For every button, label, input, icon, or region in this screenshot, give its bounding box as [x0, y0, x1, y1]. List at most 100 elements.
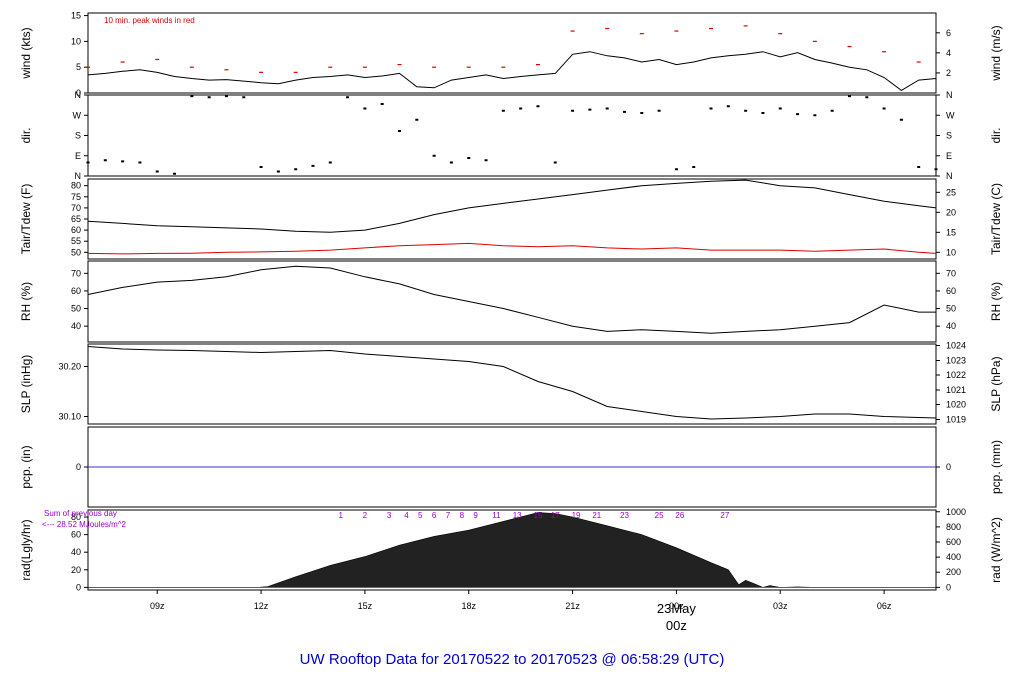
dir-point [415, 118, 419, 121]
temp-ytick-label-right: 10 [946, 247, 956, 257]
rh-ytick-label-left: 40 [71, 321, 81, 331]
rad-hour-label: 2 [363, 511, 368, 520]
rad-hour-label: 4 [404, 511, 409, 520]
dir-point [536, 105, 540, 108]
dir-ylabel-left: dir. [19, 127, 33, 143]
rad-hour-label: 7 [446, 511, 451, 520]
rad-hour-label: 13 [513, 511, 522, 520]
dir-point [398, 130, 402, 132]
dir-point [726, 105, 730, 108]
temp-frame [87, 178, 937, 260]
dir-ytick-label-right: N [946, 171, 953, 181]
slp-series-line-0 [87, 346, 937, 420]
dir-point [173, 172, 177, 175]
slp-ytick-label-left: 30.10 [58, 412, 81, 422]
pcp-ylabel-left: pcp. (in) [19, 445, 33, 488]
rh-ytick-label-right: 40 [946, 321, 956, 331]
rad-hour-label: 25 [655, 511, 664, 520]
dir-point [190, 95, 194, 98]
rad-hour-label: 5 [418, 511, 423, 520]
dir-point [744, 109, 748, 112]
dir-ytick-label-right: N [946, 90, 953, 100]
rad-hour-label: 11 [492, 511, 501, 520]
rad-hour-label: 26 [675, 511, 684, 520]
dir-ytick-label-left: E [75, 151, 81, 161]
x-tick-label: 09z [150, 601, 165, 611]
temp-ytick-label-left: 65 [71, 214, 81, 224]
dir-panel [84, 94, 940, 177]
wind-ytick-label-left: 15 [71, 11, 81, 21]
dir-point [571, 109, 575, 112]
rad-hour-label: 27 [720, 511, 729, 520]
dir-point [813, 114, 817, 117]
dir-point [899, 118, 903, 121]
pcp-panel [84, 426, 940, 508]
rad-ytick-label-right: 0 [946, 582, 951, 592]
dir-point [155, 170, 159, 173]
rad-hour-label: 6 [432, 511, 437, 520]
dir-point [709, 107, 713, 110]
dir-point [847, 95, 851, 98]
temp-ytick-label-left: 55 [71, 236, 81, 246]
dir-point [674, 168, 678, 171]
wind-panel [84, 12, 940, 94]
rad-ylabel-left: rad(Lgly/hr) [19, 519, 33, 580]
x-tick-label: 12z [254, 601, 269, 611]
dir-point [640, 112, 644, 114]
wind-ytick-label-left: 5 [76, 62, 81, 72]
figure-title: UW Rooftop Data for 20170522 to 20170523… [299, 651, 725, 668]
wind-ylabel-right: wind (m/s) [989, 25, 1003, 81]
rh-ytick-label-right: 50 [946, 304, 956, 314]
rh-ytick-label-right: 60 [946, 286, 956, 296]
rad-ytick-label-left: 60 [71, 530, 81, 540]
rad-hour-label: 21 [592, 511, 601, 520]
temp-ytick-label-left: 70 [71, 203, 81, 213]
dir-point [484, 159, 488, 162]
rad-hour-label: 9 [473, 511, 478, 520]
dir-point [692, 166, 696, 168]
slp-ytick-label-right: 1020 [946, 400, 966, 410]
x-date-label: 23May [657, 601, 697, 616]
dir-ytick-label-right: E [946, 151, 952, 161]
wind-ytick-label-right: 2 [946, 68, 951, 78]
rh-ylabel-left: RH (%) [19, 282, 33, 321]
rad-ylabel-right: rad (W/m^2) [989, 517, 1003, 583]
dir-ytick-label-right: W [946, 110, 955, 120]
slp-frame [87, 343, 937, 425]
wind-ylabel-left: wind (kts) [19, 27, 33, 79]
x-tick-label: 15z [358, 601, 373, 611]
rad-hour-label: 1 [338, 511, 343, 520]
dir-point [328, 161, 332, 164]
dir-point [121, 160, 125, 163]
slp-ylabel-right: SLP (hPa) [989, 356, 1003, 411]
rh-series-line-0 [87, 265, 936, 334]
rh-ytick-label-left: 70 [71, 268, 81, 278]
dir-point [796, 113, 800, 116]
rad-hour-label: 23 [620, 511, 629, 520]
x-date-label-z: 00z [666, 618, 687, 633]
rh-panel [84, 260, 940, 343]
slp-panel [84, 343, 940, 425]
pcp-ytick-label-left: 0 [76, 462, 81, 472]
rad-ytick-label-right: 200 [946, 567, 961, 577]
dir-ytick-label-left: N [75, 171, 82, 181]
rad-ytick-label-right: 600 [946, 537, 961, 547]
temp-series-line-1 [87, 242, 937, 255]
temp-ytick-label-right: 20 [946, 207, 956, 217]
dir-point [86, 161, 90, 164]
temp-ylabel-left: Tair/Tdew (F) [19, 184, 33, 255]
dir-point [501, 109, 505, 112]
dir-ytick-label-left: S [75, 131, 81, 141]
temp-ytick-label-right: 15 [946, 227, 956, 237]
dir-point [242, 96, 246, 99]
temp-ytick-label-left: 75 [71, 192, 81, 202]
dir-point [934, 168, 938, 171]
rad-panel [84, 509, 940, 591]
rad-hour-label: 17 [551, 511, 560, 520]
dir-point [259, 166, 263, 168]
dir-point [224, 95, 228, 98]
rh-ylabel-right: RH (%) [989, 282, 1003, 321]
dir-point [276, 170, 280, 173]
slp-ytick-label-right: 1021 [946, 385, 966, 395]
slp-ytick-label-left: 30.20 [58, 362, 81, 372]
